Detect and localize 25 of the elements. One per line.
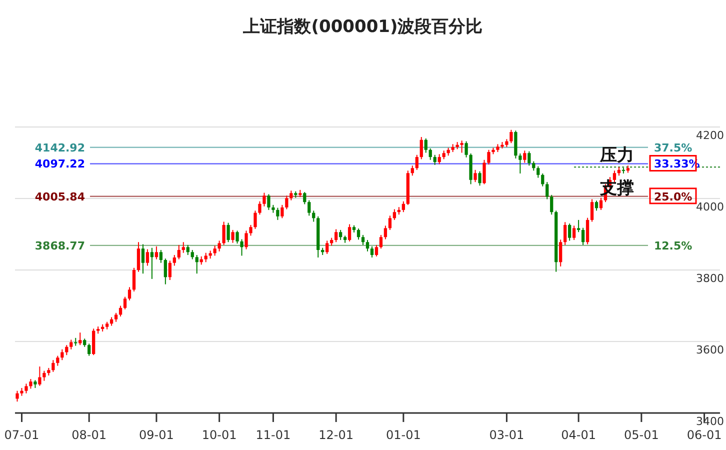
x-tick-label: 06-01 <box>686 428 722 442</box>
annotation: 37.5% <box>654 141 692 154</box>
annotation: 12.5% <box>654 239 692 252</box>
ref-line-label: 3868.77 <box>34 239 85 252</box>
ref-line-label: 4005.84 <box>34 190 86 204</box>
y-tick-label: 4000 <box>696 200 724 214</box>
y-tick-label: 3400 <box>696 415 724 428</box>
y-tick-label: 3600 <box>696 344 724 356</box>
x-tick-label: 12-01 <box>318 428 354 442</box>
y-tick-label: 3800 <box>696 272 724 285</box>
x-tick-label: 05-01 <box>624 428 659 442</box>
x-tick-label: 11-01 <box>256 428 291 442</box>
ref-line-label: 4142.92 <box>34 141 85 154</box>
x-tick-label: 03-01 <box>489 428 524 442</box>
ref-line-label: 4097.22 <box>34 158 85 171</box>
x-tick-label: 07-01 <box>4 428 40 442</box>
annotation: 25.0% <box>654 190 692 204</box>
x-tick-label: 08-01 <box>72 428 107 442</box>
x-tick-label: 01-01 <box>386 428 421 442</box>
chart-title: 上证指数(000001)波段百分比 <box>242 17 483 37</box>
annotation: 压力 <box>599 146 634 166</box>
x-tick-label: 04-01 <box>561 428 596 442</box>
x-tick-label: 09-01 <box>139 428 174 442</box>
x-tick-label: 10-01 <box>202 428 237 442</box>
y-tick-label: 4200 <box>696 129 724 142</box>
